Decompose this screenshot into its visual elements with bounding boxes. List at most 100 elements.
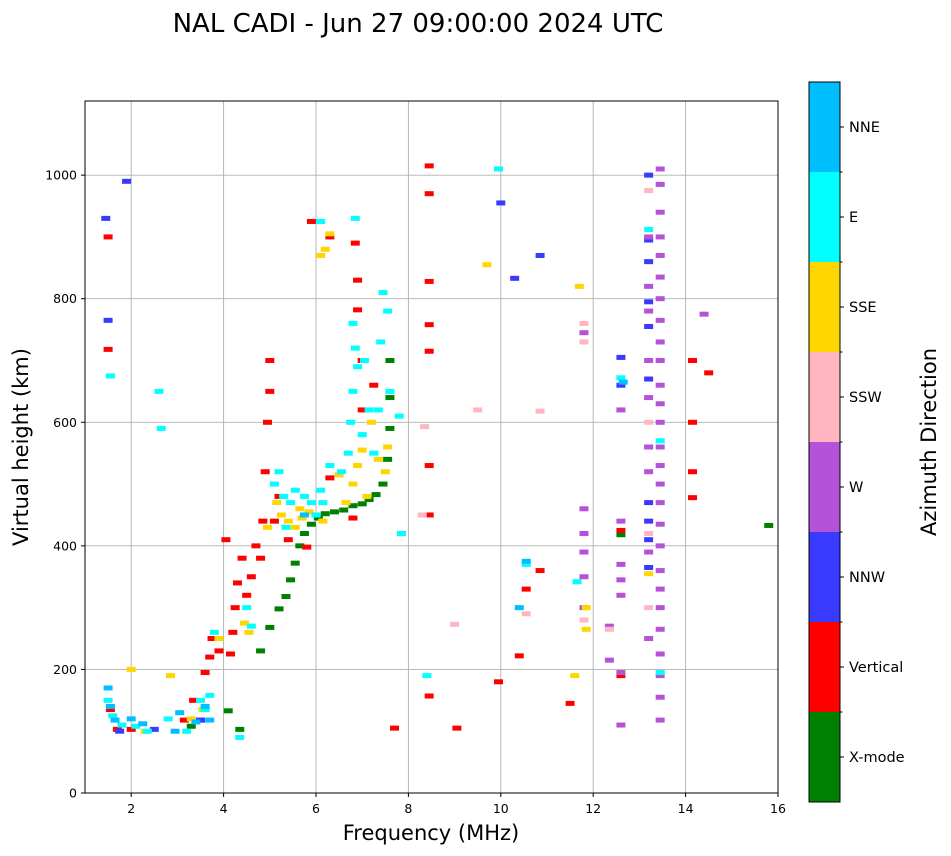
data-point-nnw	[616, 382, 626, 388]
data-point-nne	[205, 717, 215, 723]
data-point-x-mode	[764, 522, 774, 528]
data-point-sse	[239, 620, 249, 626]
data-point-e	[279, 493, 289, 499]
data-point-ssw	[644, 188, 654, 194]
data-point-x-mode	[256, 648, 266, 654]
data-point-w	[655, 252, 665, 258]
data-point-e	[373, 407, 383, 413]
data-point-nne	[200, 704, 210, 709]
data-point-w	[616, 518, 626, 524]
data-point-e	[246, 623, 256, 629]
data-point-e	[269, 481, 279, 487]
data-point-w	[655, 181, 665, 187]
data-point-vertical	[221, 537, 231, 543]
data-point-w	[655, 463, 665, 469]
data-point-w	[655, 586, 665, 592]
data-point-vertical	[616, 673, 626, 679]
data-point-sse	[383, 444, 393, 450]
data-point-e	[235, 734, 245, 740]
data-point-e	[422, 673, 432, 679]
data-point-x-mode	[378, 481, 388, 487]
data-point-x-mode	[186, 723, 196, 729]
data-point-w	[604, 623, 614, 629]
data-point-nne	[126, 716, 136, 722]
colorbar-label-nnw: NNW	[849, 570, 885, 586]
data-point-w	[616, 592, 626, 598]
data-point-nne	[618, 379, 628, 385]
data-point-nnw	[101, 215, 111, 221]
data-point-e	[376, 339, 386, 345]
y-tick-label: 400	[53, 538, 77, 553]
data-point-vertical	[126, 726, 136, 732]
data-point-w	[616, 722, 626, 728]
data-point-vertical	[688, 358, 698, 363]
data-point-e	[316, 218, 326, 224]
data-point-vertical	[265, 388, 275, 394]
data-point-sse	[320, 246, 330, 252]
data-point-e	[336, 469, 346, 475]
data-point-sse	[316, 252, 326, 258]
data-point-nnw	[616, 354, 626, 360]
data-point-e	[572, 579, 582, 585]
data-point-e	[521, 561, 531, 567]
data-point-e	[655, 670, 665, 676]
data-point-ssw	[521, 611, 531, 617]
data-point-x-mode	[385, 395, 395, 401]
data-point-sse	[482, 262, 492, 268]
data-point-vertical	[179, 717, 189, 723]
data-point-vertical	[704, 370, 714, 376]
data-point-w	[655, 651, 665, 657]
data-point-nnw	[535, 252, 545, 258]
data-point-vertical	[369, 382, 379, 388]
data-point-sse	[357, 447, 367, 453]
data-point-w	[655, 626, 665, 632]
x-tick-label: 2	[127, 801, 135, 816]
colorbar-swatch-vertical	[809, 622, 840, 712]
data-point-ssw	[579, 617, 589, 623]
colorbar-label-vertical: Vertical	[849, 660, 903, 676]
data-point-e	[385, 388, 395, 394]
data-point-ssw	[579, 339, 589, 345]
data-point-nne	[175, 710, 185, 716]
data-point-e	[306, 500, 316, 506]
data-point-sse	[644, 571, 654, 577]
data-point-w	[644, 308, 654, 314]
data-point-vertical	[226, 651, 236, 657]
data-point-sse	[186, 716, 196, 722]
data-point-vertical	[353, 277, 363, 283]
data-point-e	[360, 358, 370, 363]
data-point-e	[105, 373, 115, 379]
data-point-sse	[574, 283, 584, 289]
data-point-w	[655, 500, 665, 506]
y-tick-label: 600	[53, 415, 77, 430]
data-point-e	[655, 438, 665, 444]
data-point-nnw	[644, 518, 654, 524]
data-point-e	[357, 432, 367, 438]
data-point-nne	[514, 605, 524, 611]
data-point-w	[655, 317, 665, 323]
data-point-sse	[581, 605, 591, 611]
data-point-sse	[373, 456, 383, 462]
data-point-nnw	[644, 500, 654, 506]
data-point-vertical	[105, 707, 115, 713]
data-marks	[101, 163, 774, 740]
data-point-nnw	[510, 275, 520, 281]
colorbar-swatch-sse	[809, 262, 840, 352]
data-point-e	[348, 388, 358, 394]
colorbar-swatch-x-mode	[809, 712, 840, 802]
data-point-vertical	[302, 544, 312, 550]
axis-ticks: 2 4 6 8 10 12 14 16 0 200 400 600 800 1000	[45, 168, 786, 816]
data-point-vertical	[357, 407, 367, 413]
x-tick-label: 10	[493, 801, 509, 816]
colorbar-title: Azimuth Direction	[917, 348, 941, 536]
data-point-ssw	[579, 320, 589, 326]
data-point-x-mode	[306, 521, 316, 527]
data-point-vertical	[232, 580, 242, 586]
data-point-e	[196, 697, 205, 703]
data-point-e	[316, 487, 326, 493]
x-tick-label: 4	[220, 801, 228, 816]
data-point-e	[205, 692, 215, 698]
data-point-e	[343, 450, 353, 456]
data-point-e	[142, 728, 152, 734]
